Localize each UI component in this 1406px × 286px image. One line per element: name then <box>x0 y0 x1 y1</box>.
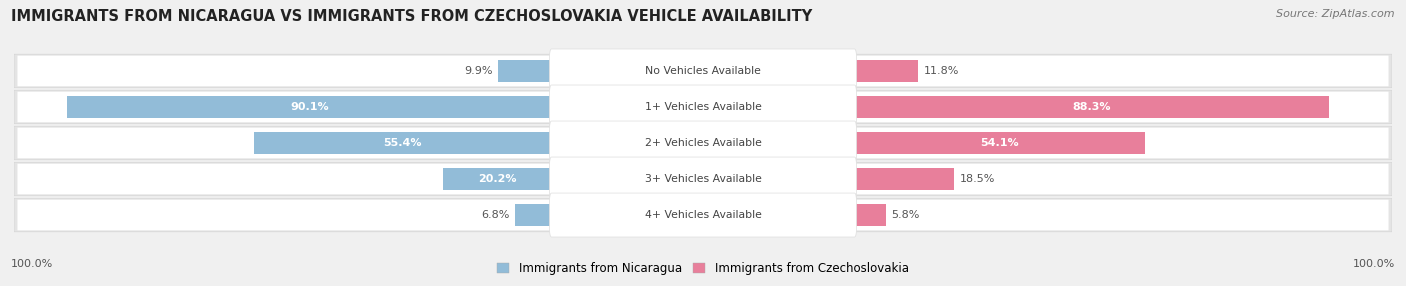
Bar <box>443 168 551 190</box>
FancyBboxPatch shape <box>17 128 1389 158</box>
Bar <box>855 204 886 226</box>
Text: 88.3%: 88.3% <box>1073 102 1111 112</box>
Text: 1+ Vehicles Available: 1+ Vehicles Available <box>644 102 762 112</box>
FancyBboxPatch shape <box>14 198 1392 232</box>
Text: 90.1%: 90.1% <box>290 102 329 112</box>
Bar <box>498 60 551 82</box>
Text: 5.8%: 5.8% <box>891 210 920 220</box>
FancyBboxPatch shape <box>14 90 1392 124</box>
Text: No Vehicles Available: No Vehicles Available <box>645 66 761 76</box>
Bar <box>67 96 551 118</box>
Text: 9.9%: 9.9% <box>464 66 492 76</box>
Text: 20.2%: 20.2% <box>478 174 516 184</box>
FancyBboxPatch shape <box>14 162 1392 196</box>
Text: 100.0%: 100.0% <box>1353 259 1395 269</box>
Bar <box>515 204 551 226</box>
Bar <box>855 60 918 82</box>
Bar <box>253 132 551 154</box>
Bar <box>855 96 1329 118</box>
Bar <box>855 168 955 190</box>
Text: 11.8%: 11.8% <box>924 66 959 76</box>
FancyBboxPatch shape <box>550 193 856 237</box>
FancyBboxPatch shape <box>14 54 1392 88</box>
Text: 55.4%: 55.4% <box>384 138 422 148</box>
FancyBboxPatch shape <box>550 85 856 129</box>
FancyBboxPatch shape <box>550 121 856 165</box>
Text: 54.1%: 54.1% <box>980 138 1019 148</box>
Bar <box>855 132 1146 154</box>
Text: 6.8%: 6.8% <box>481 210 509 220</box>
Text: 2+ Vehicles Available: 2+ Vehicles Available <box>644 138 762 148</box>
FancyBboxPatch shape <box>550 157 856 201</box>
Text: 18.5%: 18.5% <box>959 174 995 184</box>
Legend: Immigrants from Nicaragua, Immigrants from Czechoslovakia: Immigrants from Nicaragua, Immigrants fr… <box>492 258 914 280</box>
Text: 4+ Vehicles Available: 4+ Vehicles Available <box>644 210 762 220</box>
Text: 3+ Vehicles Available: 3+ Vehicles Available <box>644 174 762 184</box>
Text: IMMIGRANTS FROM NICARAGUA VS IMMIGRANTS FROM CZECHOSLOVAKIA VEHICLE AVAILABILITY: IMMIGRANTS FROM NICARAGUA VS IMMIGRANTS … <box>11 9 813 23</box>
FancyBboxPatch shape <box>17 56 1389 86</box>
FancyBboxPatch shape <box>550 49 856 93</box>
Text: 100.0%: 100.0% <box>11 259 53 269</box>
Text: Source: ZipAtlas.com: Source: ZipAtlas.com <box>1277 9 1395 19</box>
FancyBboxPatch shape <box>14 126 1392 160</box>
FancyBboxPatch shape <box>17 164 1389 194</box>
FancyBboxPatch shape <box>17 200 1389 230</box>
FancyBboxPatch shape <box>17 92 1389 122</box>
